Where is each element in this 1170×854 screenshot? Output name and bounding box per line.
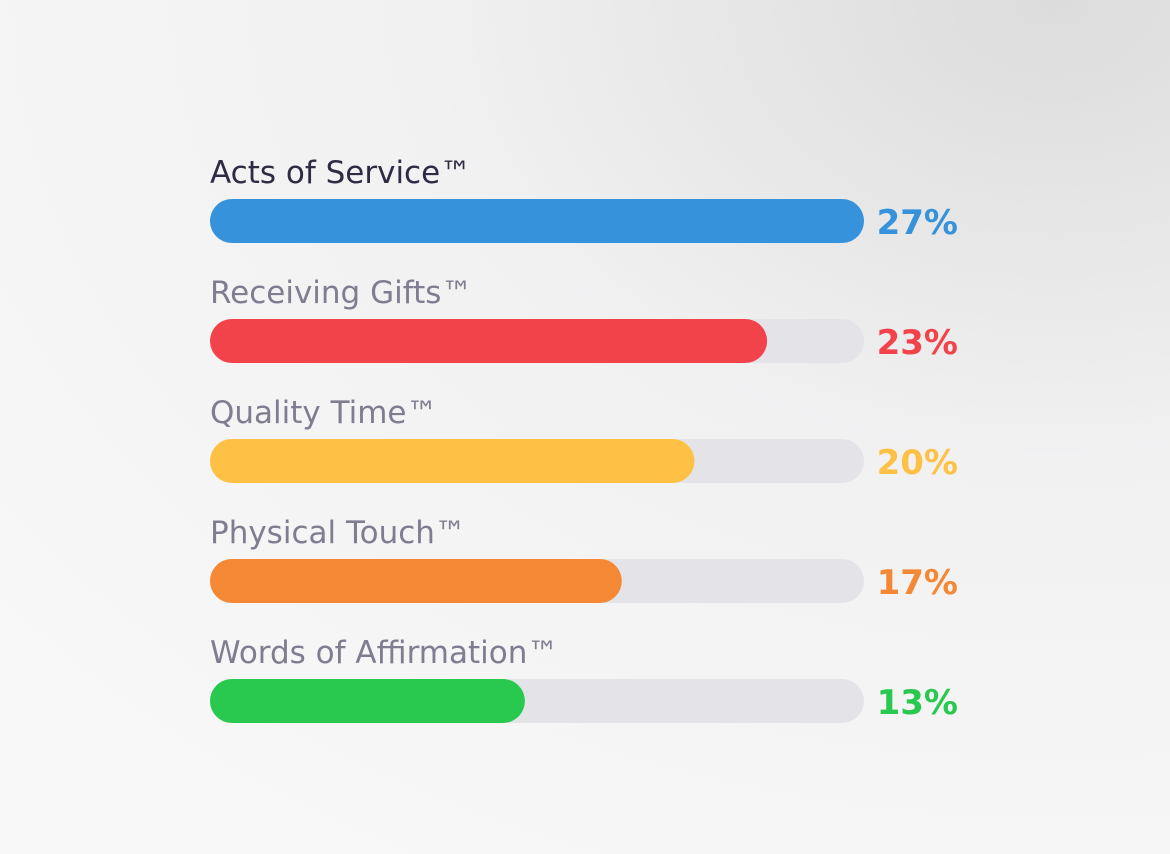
bar xyxy=(210,199,864,243)
bar xyxy=(210,319,768,363)
bar xyxy=(210,439,695,483)
bar xyxy=(210,559,622,603)
value-label: 17% xyxy=(877,563,958,603)
category-label: Words of Affirmation™ xyxy=(210,635,558,671)
bar xyxy=(210,679,525,723)
value-label: 27% xyxy=(877,203,958,243)
category-label: Physical Touch™ xyxy=(210,515,466,551)
value-label: 23% xyxy=(877,323,958,363)
value-label: 13% xyxy=(877,683,958,723)
category-label: Acts of Service™ xyxy=(210,155,471,191)
value-label: 20% xyxy=(877,443,958,483)
category-label: Receiving Gifts™ xyxy=(210,275,472,311)
category-label: Quality Time™ xyxy=(210,395,438,431)
